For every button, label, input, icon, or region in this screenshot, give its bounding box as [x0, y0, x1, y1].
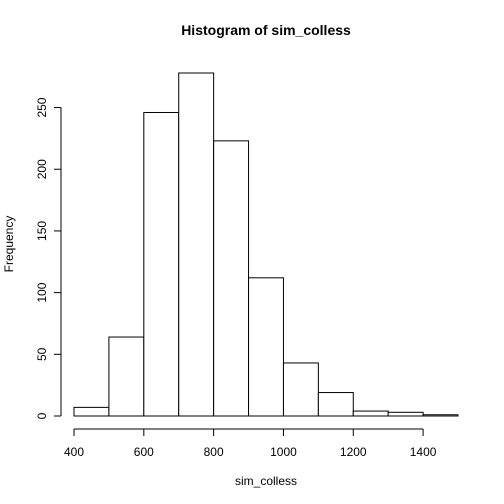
chart-title: Histogram of sim_colless — [181, 22, 351, 38]
histogram-bar — [317, 392, 354, 417]
y-tick-label: 200 — [35, 159, 49, 179]
x-tick-label: 1000 — [270, 445, 297, 459]
x-tick-label: 400 — [64, 445, 84, 459]
x-tick-label: 800 — [204, 445, 224, 459]
x-axis: 400 600 800 1000 1200 1400 — [64, 428, 437, 459]
y-tick-label: 0 — [35, 412, 49, 419]
histogram-bar — [108, 336, 145, 417]
y-tick-label: 150 — [35, 221, 49, 241]
histogram-bar — [282, 362, 319, 417]
bars-group — [73, 72, 459, 417]
histogram-bar — [352, 410, 389, 417]
histogram-bar — [422, 414, 459, 417]
y-tick-label: 250 — [35, 97, 49, 117]
histogram-bar — [143, 111, 180, 417]
x-tick-label: 1200 — [340, 445, 367, 459]
histogram-bar — [213, 140, 250, 417]
histogram-bar — [248, 277, 284, 417]
y-axis: 0 50 100 150 200 250 — [35, 97, 62, 419]
y-tick-label: 50 — [35, 347, 49, 361]
x-tick-label: 600 — [134, 445, 154, 459]
histogram-bar — [73, 406, 110, 417]
y-axis-label: Frequency — [2, 216, 16, 273]
y-tick-label: 100 — [35, 282, 49, 302]
histogram-bar — [178, 72, 215, 417]
histogram-bar — [387, 411, 424, 417]
x-axis-label: sim_colless — [235, 474, 297, 488]
x-tick-label: 1400 — [410, 445, 437, 459]
